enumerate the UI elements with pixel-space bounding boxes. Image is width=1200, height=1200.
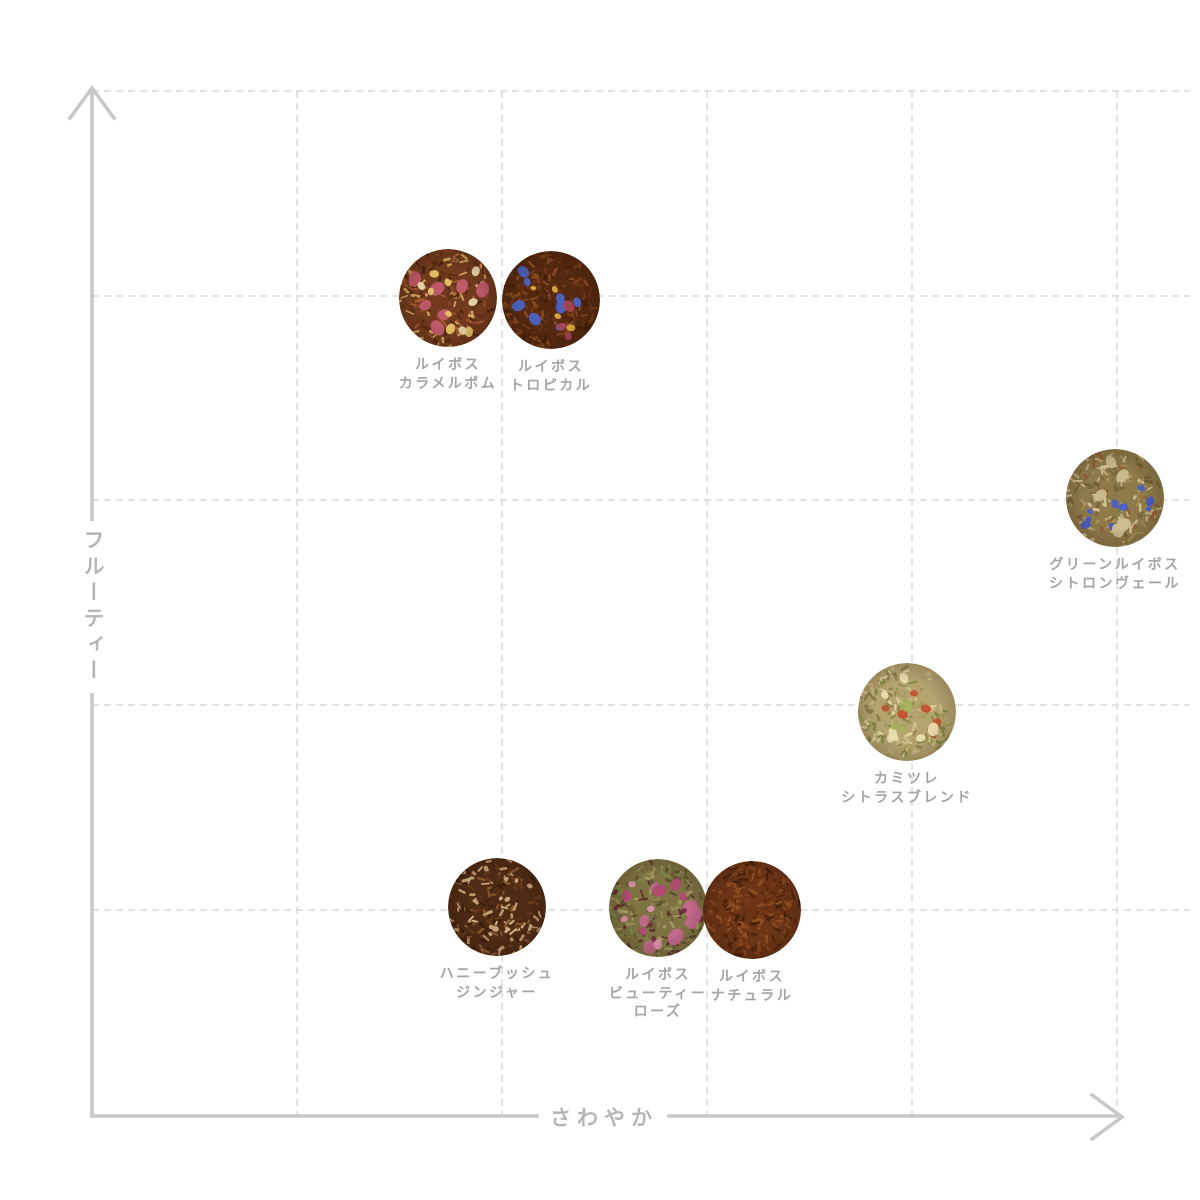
y-axis xyxy=(67,85,117,1118)
product-label-line: ビューティー xyxy=(608,984,708,1001)
product-label-line: カラメルポム xyxy=(398,374,498,391)
product-photo-chamomile-citrus-blend[interactable] xyxy=(858,663,956,761)
product-label-green-rooibos-citron-vert: グリーンルイボス シトロンヴェール xyxy=(1020,555,1200,592)
product-photo-rooibos-tropical[interactable] xyxy=(502,251,600,349)
product-label-line: ナチュラル xyxy=(710,986,794,1003)
product-label-line: ハニーブッシュ xyxy=(439,965,555,981)
product-label-line: シトロンヴェール xyxy=(1049,574,1181,591)
x-axis xyxy=(90,1092,1125,1142)
tea-texture xyxy=(703,861,801,959)
grid-lines xyxy=(92,90,1190,1115)
product-label-rooibos-natural: ルイボス ナチュラル xyxy=(657,967,847,1004)
product-photo-rooibos-natural[interactable] xyxy=(703,861,801,959)
product-label-rooibos-caramel-pomme: ルイボスカラメルポム xyxy=(353,355,543,392)
product-label-rooibos-beauty-rose: ルイボスビューティー ローズ xyxy=(563,965,753,1021)
product-label-line: ローズ xyxy=(633,1003,683,1019)
product-label-rooibos-tropical: ルイボス トロピカル xyxy=(456,357,646,394)
product-label-line: シトラスブレンド xyxy=(841,788,973,805)
x-axis-arrow-icon xyxy=(1089,1092,1125,1142)
tea-texture xyxy=(1066,449,1164,547)
product-label-line: ジンジャー xyxy=(456,983,538,1000)
tea-texture xyxy=(609,859,707,957)
product-label-line: グリーンルイボス xyxy=(1049,556,1181,572)
product-label-line: ルイボス xyxy=(719,968,785,984)
y-axis-arrow-icon xyxy=(67,85,117,121)
product-photo-rooibos-beauty-rose[interactable] xyxy=(609,859,707,957)
product-label-chamomile-citrus-blend: カミツレシトラスブレンド xyxy=(812,769,1002,806)
product-photo-green-rooibos-citron-vert[interactable] xyxy=(1066,449,1164,547)
tea-texture xyxy=(448,858,546,956)
product-label-line: ルイボス xyxy=(518,358,584,374)
tea-texture xyxy=(858,663,956,761)
product-label-honeybush-ginger: ハニーブッシュ ジンジャー xyxy=(402,964,592,1001)
y-axis-label: フルーティー xyxy=(75,521,109,693)
product-label-line: カミツレ xyxy=(874,770,940,786)
product-label-line: ルイボス xyxy=(625,966,691,982)
tea-texture xyxy=(399,249,497,347)
product-label-line: トロピカル xyxy=(509,376,593,393)
product-photo-rooibos-caramel-pomme[interactable] xyxy=(399,249,497,347)
product-label-line: ルイボス xyxy=(415,356,481,372)
product-photo-honeybush-ginger[interactable] xyxy=(448,858,546,956)
x-axis-label: さわやか xyxy=(542,1100,666,1134)
tea-texture xyxy=(502,251,600,349)
